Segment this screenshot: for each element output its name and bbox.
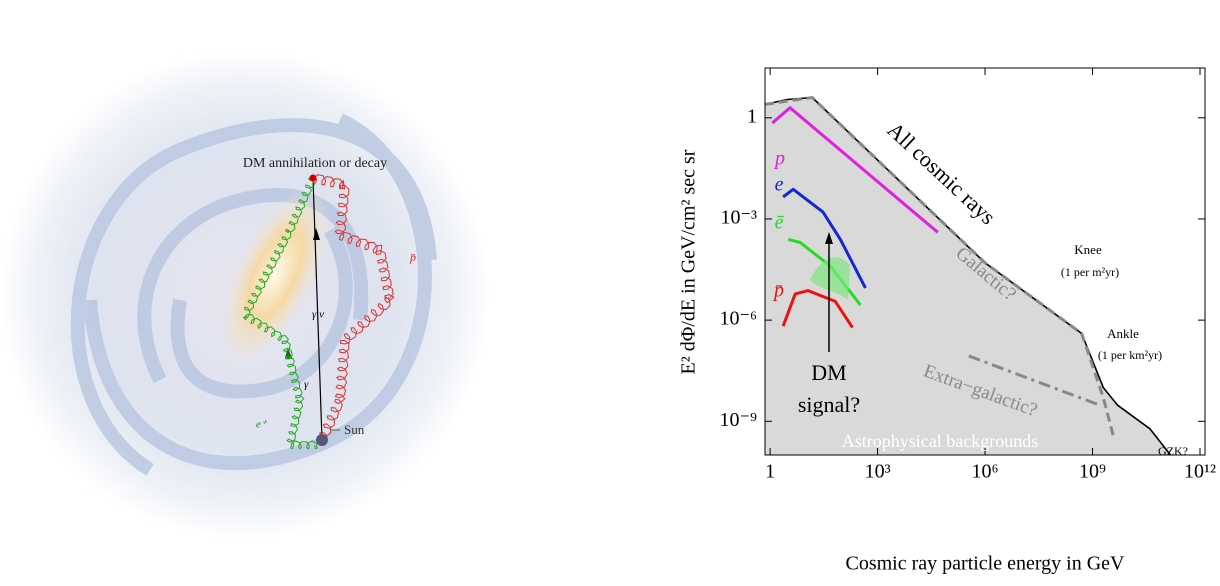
illustration-label: DM annihilation or decay — [243, 156, 387, 171]
illustration-label: e⁺ — [256, 419, 268, 431]
sun — [316, 434, 328, 446]
series-label: ē — [775, 212, 785, 234]
illustration-label: γ — [304, 379, 309, 391]
annotation: Knee — [1074, 242, 1102, 257]
photon-path — [312, 177, 323, 441]
track — [242, 176, 318, 450]
dm-arrow-head — [825, 232, 833, 244]
series-label: p̄ — [772, 280, 784, 302]
illustration-label: Sun — [344, 422, 365, 437]
arrow — [313, 228, 320, 240]
x-tick-label: 1 — [765, 461, 775, 483]
y-tick-label: 10⁻³ — [720, 207, 757, 229]
spiral-arms — [70, 113, 437, 476]
track — [312, 174, 395, 445]
series-label: e — [775, 174, 784, 196]
x-tick-label: 10⁶ — [972, 461, 999, 483]
series-label: p — [773, 148, 785, 170]
particle-tracks — [242, 174, 395, 450]
series-line — [782, 187, 867, 289]
series-line — [771, 106, 939, 234]
y-tick-label: 1 — [747, 105, 757, 127]
dm-band — [810, 257, 850, 300]
x-tick-label: 10³ — [865, 461, 891, 483]
background-area — [765, 97, 1171, 455]
annotation: (1 per m²yr) — [1061, 265, 1119, 279]
chart: 1 10³ 10⁶ 10⁹ 10¹² 1 10⁻³ 10⁻⁶ 10⁻⁹ Cosmic ray pa… — [678, 67, 1216, 575]
annotation: Ankle — [1107, 326, 1139, 341]
x-axis-label: Cosmic ray particle energy in GeV — [846, 553, 1126, 575]
annotation: (1 per km²yr) — [1098, 348, 1162, 362]
annotation: Astrophysical backgrounds — [842, 431, 1038, 451]
annotation: signal? — [798, 392, 860, 417]
galaxy-bulge — [220, 187, 330, 363]
series-line — [764, 96, 1116, 440]
x-tick-label: 10⁹ — [1079, 461, 1106, 483]
arrow — [285, 347, 292, 359]
y-axis-label: E² dΦ/dE in GeV/cm² sec sr — [678, 149, 700, 374]
illustration-label: γ ν — [312, 309, 324, 321]
galaxy-illustration: DM annihilation or decay p̄ γ ν γ e⁺ Sun — [0, 50, 490, 540]
y-tick-label: 10⁻⁹ — [719, 409, 757, 431]
series-line — [781, 289, 854, 329]
illustration-label: p̄ — [409, 250, 416, 264]
dm-source — [309, 174, 317, 182]
annotation: GZK? — [1158, 444, 1188, 458]
annotation: DM — [811, 360, 846, 385]
x-tick-label: 10¹² — [1184, 461, 1216, 483]
y-tick-label: 10⁻⁶ — [719, 308, 757, 330]
